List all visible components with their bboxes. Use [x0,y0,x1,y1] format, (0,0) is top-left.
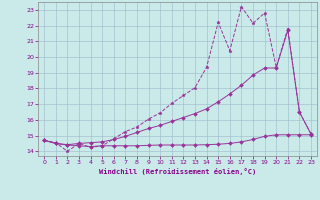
X-axis label: Windchill (Refroidissement éolien,°C): Windchill (Refroidissement éolien,°C) [99,168,256,175]
